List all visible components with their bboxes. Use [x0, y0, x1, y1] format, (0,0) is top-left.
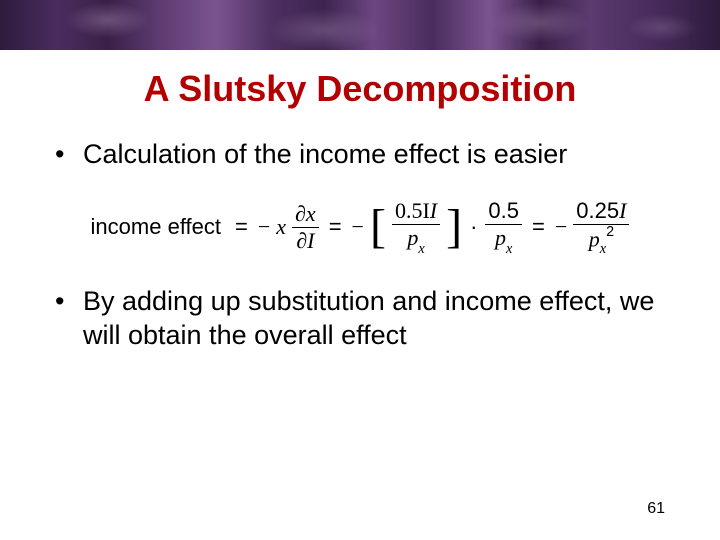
variable-x: x	[276, 214, 286, 240]
frac-den: ∂I	[293, 228, 317, 252]
frac-num: 0.25I	[573, 200, 629, 225]
equals-sign: =	[329, 214, 342, 240]
equals-sign: =	[235, 214, 248, 240]
decorative-banner	[0, 0, 720, 50]
equals-sign: =	[532, 214, 545, 240]
multiply-dot: ·	[470, 214, 477, 240]
equation-container: income effect = − x ∂x ∂I = − [ 0.5II px…	[0, 200, 720, 255]
minus-sign: −	[352, 214, 364, 240]
frac-den: px2	[586, 225, 617, 255]
frac-num: 0.5	[485, 200, 522, 225]
fraction-result: 0.25I px2	[573, 200, 629, 255]
fraction-mult: 0.5 px	[485, 200, 522, 254]
bullet-list: By adding up substitution and income eff…	[0, 285, 720, 353]
frac-den: px	[492, 225, 515, 254]
income-effect-equation: income effect = − x ∂x ∂I = − [ 0.5II px…	[91, 200, 630, 255]
fraction-dx-dI: ∂x ∂I	[292, 203, 319, 252]
slide-title: A Slutsky Decomposition	[0, 68, 720, 110]
bullet-item: By adding up substitution and income eff…	[55, 285, 680, 353]
fraction-bracket: 0.5II px	[392, 200, 440, 254]
bullet-list: Calculation of the income effect is easi…	[0, 138, 720, 172]
minus-sign: −	[555, 214, 567, 240]
bullet-text: By adding up substitution and income eff…	[83, 286, 654, 350]
frac-num: ∂x	[292, 203, 319, 228]
bullet-text: Calculation of the income effect is easi…	[83, 139, 567, 169]
equation-label: income effect	[91, 214, 221, 240]
frac-den: px	[404, 225, 427, 254]
minus-sign: −	[258, 214, 270, 240]
left-bracket: [	[370, 208, 386, 246]
frac-num: 0.5II	[392, 200, 440, 225]
page-number: 61	[647, 500, 665, 518]
bullet-item: Calculation of the income effect is easi…	[55, 138, 680, 172]
right-bracket: ]	[446, 208, 462, 246]
